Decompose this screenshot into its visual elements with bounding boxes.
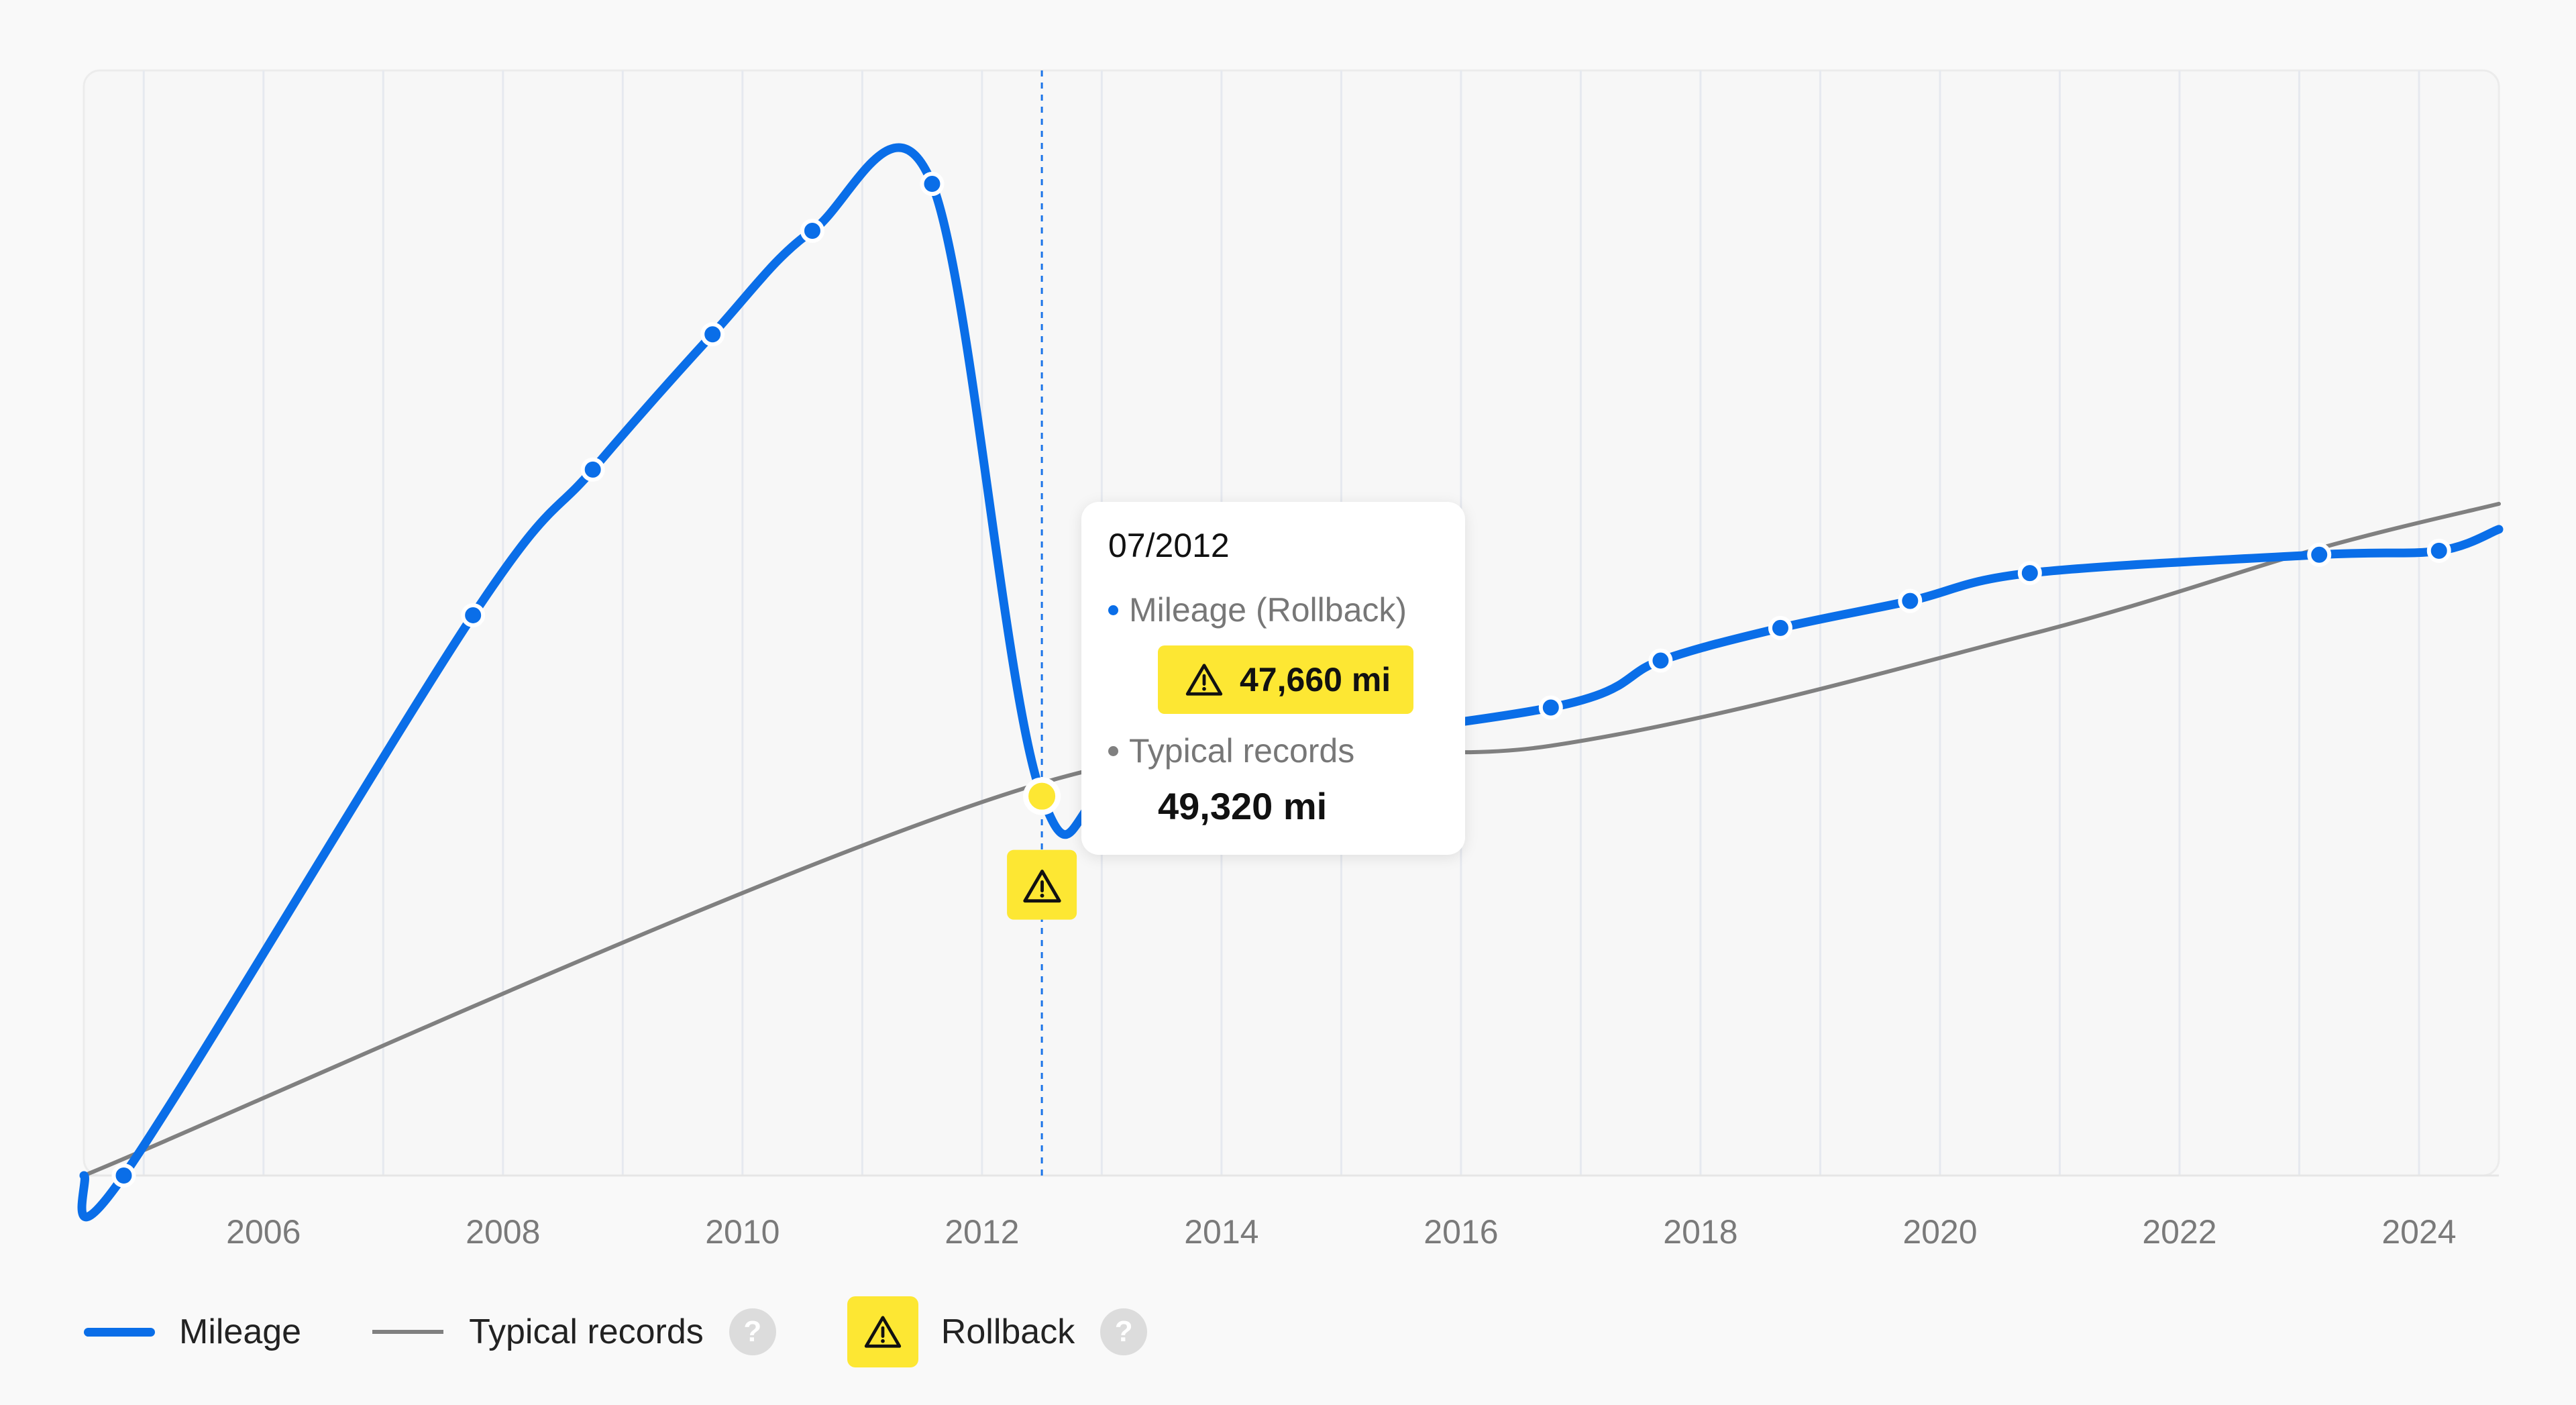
legend-swatch-mileage — [84, 1327, 155, 1337]
tooltip-typical-label: Typical records — [1129, 732, 1355, 770]
mileage-point — [2307, 542, 2332, 567]
warning-triangle — [1023, 870, 1061, 903]
x-tick-label: 2006 — [226, 1213, 301, 1251]
tooltip-typical-row: Typical records — [1108, 734, 1465, 768]
warning-dot — [1040, 893, 1044, 898]
x-tick-label: 2018 — [1663, 1213, 1737, 1251]
rollback-help-icon[interactable]: ? — [1100, 1308, 1148, 1355]
tooltip-mileage-value-badge: 47,660 mi — [1158, 645, 1414, 714]
mileage-point — [461, 603, 486, 627]
warning-icon — [1185, 664, 1223, 696]
x-tick-label: 2020 — [1902, 1213, 1977, 1251]
mileage-point — [800, 219, 824, 244]
mileage-point — [920, 172, 945, 197]
tooltip-date: 07/2012 — [1108, 527, 1230, 564]
legend-label-typical-records: Typical records — [469, 1312, 704, 1351]
legend-item-typical-records[interactable]: Typical records ? — [372, 1308, 776, 1355]
mileage-point — [111, 1163, 136, 1188]
mileage-point — [2426, 538, 2451, 563]
rollback-point — [1023, 777, 1061, 815]
x-tick-label: 2010 — [705, 1213, 780, 1251]
legend-rollback-warning-icon — [847, 1296, 918, 1367]
legend-label-mileage: Mileage — [179, 1312, 302, 1351]
rollback-warning-icon — [1023, 870, 1061, 903]
x-tick-label: 2008 — [466, 1213, 540, 1251]
mileage-point — [1538, 695, 1563, 720]
chart-legend: Mileage Typical records ? Rollback ? — [84, 1295, 1148, 1369]
tooltip-typical-value: 49,320 mi — [1158, 785, 1328, 827]
x-tick-label: 2024 — [2381, 1213, 2456, 1251]
tooltip-mileage-row: Mileage (Rollback) — [1108, 593, 1465, 627]
tooltip-mileage-value: 47,660 mi — [1240, 661, 1391, 698]
legend-label-rollback: Rollback — [941, 1312, 1075, 1351]
mileage-point — [1768, 615, 1792, 640]
legend-item-mileage[interactable]: Mileage — [84, 1312, 301, 1352]
x-tick-label: 2022 — [2142, 1213, 2216, 1251]
mileage-point — [700, 322, 725, 347]
tooltip: 07/2012 Mileage (Rollback) 47,660 mi Typ… — [1081, 502, 1465, 855]
tooltip-typical-dot — [1108, 745, 1118, 756]
tooltip-mileage-dot — [1108, 605, 1118, 615]
legend-item-rollback[interactable]: Rollback ? — [847, 1296, 1148, 1367]
x-tick-label: 2014 — [1184, 1213, 1258, 1251]
mileage-point — [2017, 561, 2042, 586]
x-tick-label: 2016 — [1424, 1213, 1498, 1251]
mileage-point — [1898, 588, 1923, 613]
tooltip-mileage-label: Mileage (Rollback) — [1129, 591, 1407, 629]
mileage-point — [580, 457, 605, 482]
typical-records-help-icon[interactable]: ? — [729, 1308, 776, 1355]
mileage-point — [1648, 648, 1673, 673]
typical-records-line — [82, 501, 2501, 1178]
x-tick-label: 2012 — [945, 1213, 1019, 1251]
legend-swatch-typical-records — [372, 1330, 444, 1334]
